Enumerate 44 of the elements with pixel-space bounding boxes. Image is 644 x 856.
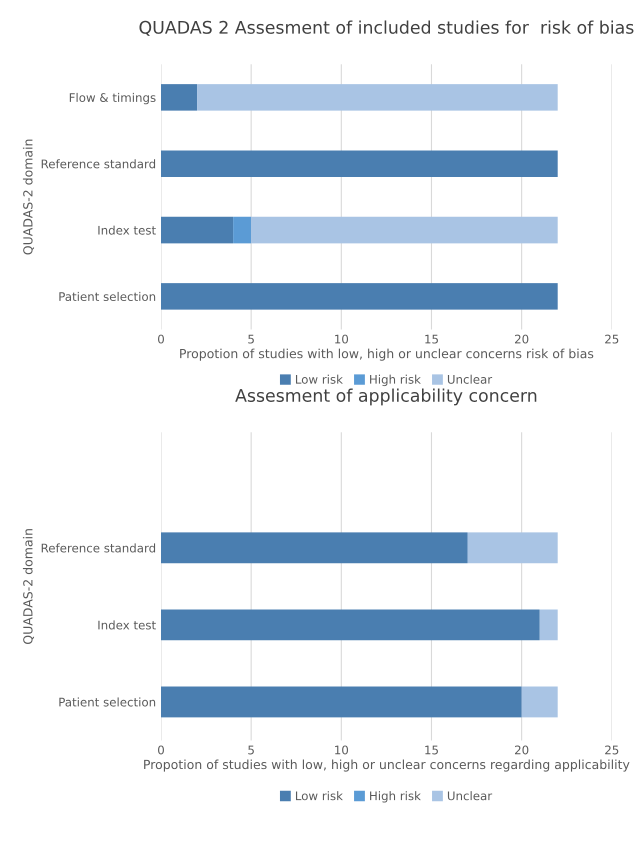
x-tick-label: 25 bbox=[605, 334, 618, 344]
bar bbox=[161, 150, 558, 177]
y-axis-title: QUADAS-2 domain bbox=[22, 140, 34, 255]
x-tick-label: 5 bbox=[248, 334, 254, 344]
bar bbox=[161, 283, 558, 310]
x-tick-label: 0 bbox=[158, 334, 164, 344]
y-tick-label: Patient selection bbox=[59, 697, 156, 707]
bar bbox=[161, 84, 198, 111]
x-tick-label: 20 bbox=[514, 746, 528, 754]
legend-label: Low risk bbox=[296, 374, 343, 384]
x-tick-label: 20 bbox=[514, 334, 528, 344]
bar bbox=[540, 609, 558, 640]
bar bbox=[468, 532, 558, 564]
y-axis-title: QUADAS-2 domain bbox=[22, 529, 34, 644]
bar bbox=[161, 609, 540, 640]
bar bbox=[161, 686, 522, 718]
y-tick-label: Reference standard bbox=[42, 159, 156, 168]
y-tick-label: Patient selection bbox=[59, 292, 156, 302]
x-tick-label: 5 bbox=[248, 746, 254, 754]
x-tick-label: 10 bbox=[335, 746, 348, 754]
y-tick-label: Index test bbox=[98, 226, 156, 235]
bar bbox=[161, 216, 234, 244]
bar bbox=[197, 84, 558, 111]
chart-title: Assesment of applicability concern bbox=[235, 388, 536, 406]
x-tick-label: 10 bbox=[335, 334, 348, 344]
legend-label: Unclear bbox=[448, 374, 492, 384]
bar bbox=[233, 216, 252, 244]
y-tick-label: Flow & timings bbox=[70, 92, 156, 104]
y-tick-label: Reference standard bbox=[42, 543, 156, 552]
x-tick-label: 25 bbox=[605, 746, 618, 754]
bar bbox=[161, 532, 468, 564]
legend-label: Unclear bbox=[448, 791, 492, 800]
bar bbox=[251, 216, 558, 244]
legend-label: High risk bbox=[370, 374, 421, 386]
bar bbox=[522, 686, 558, 718]
x-tick-label: 0 bbox=[158, 746, 164, 754]
x-axis-title: Propotion of studies with low, high or unclear concerns risk of bias bbox=[180, 348, 594, 361]
x-axis-title: Propotion of studies with low, high or unclear concerns regarding applicability bbox=[144, 760, 630, 772]
chart-title: QUADAS 2 Assesment of included studies for risk of bias bbox=[139, 20, 634, 36]
legend-label: Low risk bbox=[296, 791, 343, 800]
x-tick-label: 15 bbox=[425, 746, 438, 754]
y-tick-label: Index test bbox=[98, 620, 156, 630]
legend-label: High risk bbox=[370, 791, 421, 803]
x-tick-label: 15 bbox=[425, 334, 438, 344]
